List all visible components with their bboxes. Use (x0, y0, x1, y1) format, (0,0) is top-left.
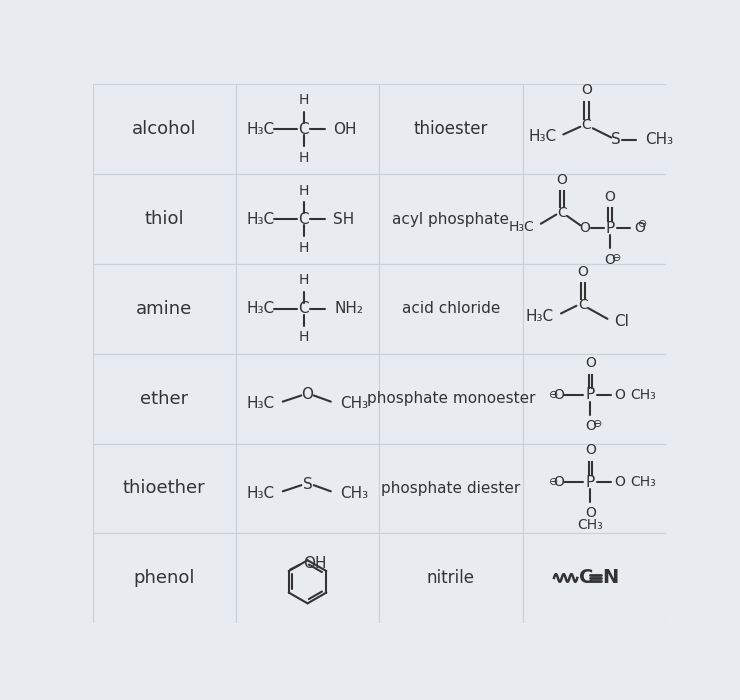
Text: CH₃: CH₃ (630, 475, 656, 489)
Text: H: H (298, 183, 309, 197)
Bar (92, 84, 236, 174)
Bar (522, 533, 666, 623)
Text: amine: amine (136, 300, 192, 318)
Text: O: O (302, 387, 314, 402)
Text: O: O (579, 221, 591, 235)
Bar (236, 533, 380, 623)
Text: P: P (586, 387, 595, 402)
Text: O: O (585, 506, 596, 520)
Text: H: H (298, 150, 309, 164)
Text: CH₃: CH₃ (340, 396, 369, 412)
Text: thioester: thioester (414, 120, 488, 138)
Text: H₃C: H₃C (525, 309, 554, 324)
Text: OH: OH (333, 122, 357, 136)
Text: S: S (611, 132, 621, 147)
Bar (522, 174, 666, 264)
Text: C: C (578, 298, 588, 312)
Text: H₃C: H₃C (529, 130, 557, 144)
Bar (236, 444, 380, 533)
Text: O: O (614, 388, 625, 402)
Text: P: P (605, 221, 614, 236)
Text: H₃C: H₃C (246, 122, 275, 136)
Text: OH: OH (303, 556, 326, 570)
Text: H: H (298, 273, 309, 287)
Text: Cl: Cl (613, 314, 628, 330)
Bar (92, 264, 236, 354)
Text: C: C (582, 118, 591, 132)
Text: acid chloride: acid chloride (402, 301, 500, 316)
Text: ⊖: ⊖ (548, 477, 558, 487)
Text: NH₂: NH₂ (334, 301, 363, 316)
Text: SH: SH (333, 211, 354, 227)
Text: phosphate diester: phosphate diester (381, 481, 520, 496)
Text: thioether: thioether (123, 480, 206, 497)
Text: phosphate monoester: phosphate monoester (367, 391, 535, 406)
Text: C: C (298, 211, 309, 227)
Text: O: O (605, 253, 615, 267)
Text: C: C (557, 206, 567, 220)
Bar (236, 174, 380, 264)
Text: O: O (581, 83, 592, 97)
Text: O: O (585, 444, 596, 458)
Bar (92, 354, 236, 444)
Bar (92, 533, 236, 623)
Text: O: O (556, 173, 567, 187)
Text: ⊖: ⊖ (638, 219, 647, 229)
Text: C: C (298, 301, 309, 316)
Text: C: C (579, 568, 593, 587)
Text: N: N (602, 568, 619, 587)
Text: H₃C: H₃C (247, 396, 275, 412)
Bar (522, 354, 666, 444)
Text: CH₃: CH₃ (340, 486, 369, 501)
Text: O: O (605, 190, 615, 204)
Text: P: P (586, 475, 595, 489)
Text: H₃C: H₃C (509, 220, 534, 234)
Text: O: O (585, 356, 596, 370)
Bar (522, 84, 666, 174)
Text: O: O (634, 221, 645, 235)
Bar (380, 174, 522, 264)
Text: H₃C: H₃C (247, 486, 275, 501)
Bar (236, 354, 380, 444)
Bar (236, 84, 380, 174)
Text: ⊖: ⊖ (593, 419, 602, 429)
Bar (380, 444, 522, 533)
Text: H: H (298, 330, 309, 344)
Text: acyl phosphate: acyl phosphate (392, 211, 509, 227)
Text: phenol: phenol (133, 569, 195, 587)
Bar (380, 264, 522, 354)
Text: nitrile: nitrile (427, 569, 475, 587)
Text: alcohol: alcohol (132, 120, 197, 138)
Text: ether: ether (140, 389, 188, 407)
Bar (522, 264, 666, 354)
Text: O: O (554, 388, 564, 402)
Bar (92, 444, 236, 533)
Text: C: C (298, 122, 309, 136)
Text: CH₃: CH₃ (630, 388, 656, 402)
Text: O: O (577, 265, 588, 279)
Text: ⊖: ⊖ (548, 390, 558, 400)
Text: ⊖: ⊖ (612, 253, 622, 262)
Text: S: S (303, 477, 312, 492)
Bar (380, 533, 522, 623)
Text: CH₃: CH₃ (645, 132, 673, 147)
Bar (92, 174, 236, 264)
Text: H₃C: H₃C (246, 211, 275, 227)
Bar (522, 444, 666, 533)
Bar (380, 354, 522, 444)
Text: H: H (298, 241, 309, 255)
Text: O: O (614, 475, 625, 489)
Text: O: O (585, 419, 596, 433)
Bar (380, 84, 522, 174)
Text: H: H (298, 94, 309, 108)
Bar (236, 264, 380, 354)
Text: thiol: thiol (144, 210, 184, 228)
Text: H₃C: H₃C (246, 301, 275, 316)
Text: O: O (554, 475, 564, 489)
Text: CH₃: CH₃ (577, 517, 603, 531)
